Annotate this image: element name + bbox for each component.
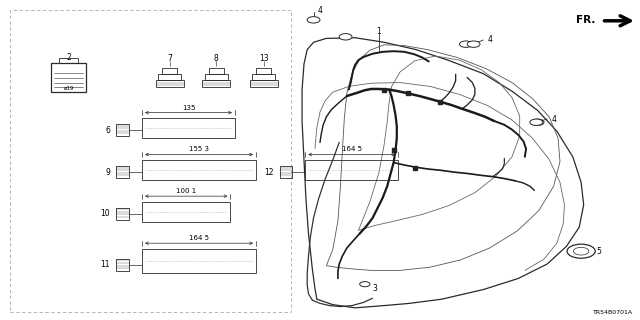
Circle shape xyxy=(307,17,320,23)
Text: 164 5: 164 5 xyxy=(189,235,209,241)
Text: FR.: FR. xyxy=(576,15,595,25)
Bar xyxy=(142,202,230,222)
Bar xyxy=(305,160,398,180)
Bar xyxy=(116,259,129,271)
Text: 8: 8 xyxy=(214,54,219,63)
Text: 100 1: 100 1 xyxy=(176,188,196,194)
Text: 4: 4 xyxy=(551,115,556,124)
Bar xyxy=(142,118,235,138)
Circle shape xyxy=(531,119,544,125)
Text: TR54B0701A: TR54B0701A xyxy=(593,310,634,316)
Bar xyxy=(162,68,177,74)
Text: 13: 13 xyxy=(259,54,269,63)
Bar xyxy=(158,74,181,80)
Circle shape xyxy=(467,41,480,47)
Bar xyxy=(156,80,184,87)
Text: 135: 135 xyxy=(182,105,195,110)
Bar xyxy=(252,74,275,80)
Text: 6: 6 xyxy=(105,126,110,135)
Bar xyxy=(116,124,129,136)
Text: 12: 12 xyxy=(264,168,273,177)
Bar xyxy=(142,249,256,273)
Text: 5: 5 xyxy=(596,247,601,256)
Text: 4: 4 xyxy=(487,36,492,44)
Bar xyxy=(142,160,256,180)
Bar xyxy=(116,208,129,220)
Text: 7: 7 xyxy=(167,54,172,63)
Bar xyxy=(209,68,224,74)
Circle shape xyxy=(339,34,352,40)
Bar xyxy=(280,166,292,178)
Text: 10: 10 xyxy=(100,209,110,218)
Text: 9: 9 xyxy=(105,168,110,177)
Text: 164 5: 164 5 xyxy=(342,147,362,152)
Bar xyxy=(256,68,271,74)
Bar xyxy=(205,74,228,80)
Bar xyxy=(116,166,129,178)
Bar xyxy=(59,58,78,63)
Text: 155 3: 155 3 xyxy=(189,147,209,152)
Bar xyxy=(202,80,230,87)
Text: 2: 2 xyxy=(67,53,71,62)
Text: 1: 1 xyxy=(376,28,381,36)
Text: 3: 3 xyxy=(372,284,377,293)
Bar xyxy=(10,10,291,312)
Circle shape xyxy=(360,282,370,287)
Bar xyxy=(51,63,86,92)
Text: 11: 11 xyxy=(100,260,110,269)
Text: ø19: ø19 xyxy=(63,86,74,91)
Text: 4: 4 xyxy=(317,6,323,15)
Circle shape xyxy=(530,119,543,125)
Circle shape xyxy=(460,41,472,47)
Bar xyxy=(250,80,278,87)
